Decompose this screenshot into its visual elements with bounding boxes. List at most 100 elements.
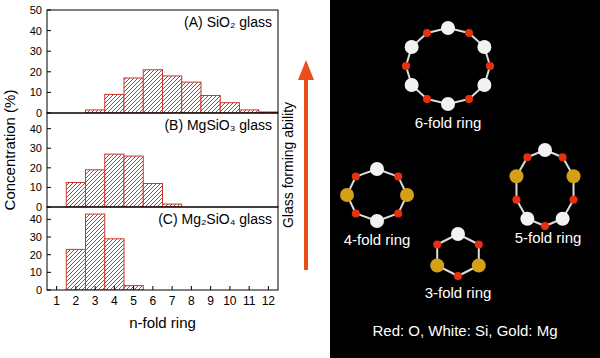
bars	[66, 214, 143, 290]
bar	[86, 214, 105, 290]
oxygen-atom	[402, 62, 410, 70]
ring-label: 4-fold ring	[344, 231, 411, 248]
x-tick-label: 9	[207, 294, 214, 308]
y-tick	[47, 272, 51, 273]
y-tick	[47, 187, 51, 188]
panel-title: (A) SiO₂ glass	[184, 14, 272, 30]
y-tick-label: 20	[30, 162, 42, 174]
y-tick	[47, 148, 51, 149]
oxygen-atom	[433, 241, 441, 249]
oxygen-atom	[394, 209, 402, 217]
y-tick-label: 10	[30, 266, 42, 278]
bar	[66, 249, 85, 290]
bar	[86, 170, 105, 207]
y-tick	[47, 254, 51, 255]
x-tick	[268, 286, 269, 290]
ring-label: 6-fold ring	[415, 114, 482, 131]
y-tick-label: 40	[30, 213, 42, 225]
ring-label: 5-fold ring	[515, 229, 582, 246]
x-tick-label: 12	[262, 294, 276, 308]
oxygen-atom	[570, 196, 578, 204]
x-tick	[56, 286, 57, 290]
x-tick-label: 8	[188, 294, 195, 308]
y-tick	[47, 51, 51, 52]
atom-key: Red: O, White: Si, Gold: Mg	[372, 322, 557, 339]
y-tick	[47, 30, 51, 31]
bars	[66, 154, 182, 207]
y-tick	[47, 237, 51, 238]
y-tick	[47, 219, 51, 220]
oxygen-atom	[394, 173, 402, 181]
x-tick	[75, 286, 76, 290]
bar	[143, 184, 162, 208]
x-tick-label: 4	[111, 294, 118, 308]
cation-atom	[370, 162, 384, 176]
x-tick	[152, 286, 153, 290]
bar	[66, 183, 85, 207]
x-tick-label: 5	[130, 294, 137, 308]
oxygen-atom	[352, 173, 360, 181]
plot-frame	[47, 207, 278, 290]
x-tick	[114, 286, 115, 290]
cation-atom	[405, 40, 419, 54]
bar	[201, 95, 220, 113]
bar	[105, 239, 124, 290]
y-tick	[47, 167, 51, 168]
diagram-panel	[330, 0, 600, 358]
plot-frame	[47, 10, 278, 113]
cation-atom	[472, 259, 486, 273]
figure: 01020304050(A) SiO₂ glass010203040(B) Mg…	[0, 0, 600, 358]
x-tick	[229, 286, 230, 290]
panel-title: (B) MgSiO₃ glass	[164, 117, 272, 133]
bar	[124, 156, 143, 207]
arrow-shaft	[304, 78, 308, 270]
x-tick-label: 10	[223, 294, 237, 308]
bars	[86, 70, 279, 113]
ring-label: 3-fold ring	[425, 284, 492, 301]
y-tick-label: 0	[36, 201, 42, 213]
y-axis-title: Concentration (%)	[1, 90, 18, 211]
x-tick	[172, 286, 173, 290]
cation-atom	[477, 78, 491, 92]
x-tick	[210, 286, 211, 290]
bar	[105, 154, 124, 207]
plot-frame	[47, 113, 278, 207]
oxygen-atom	[454, 272, 462, 280]
cation-atom	[567, 169, 581, 183]
x-tick-label: 3	[92, 294, 99, 308]
x-tick	[249, 286, 250, 290]
cation-atom	[441, 21, 455, 35]
y-tick-label: 0	[36, 284, 42, 296]
bar	[220, 103, 239, 113]
oxygen-atom	[465, 29, 473, 37]
oxygen-atom	[352, 209, 360, 217]
cation-atom	[340, 188, 354, 202]
y-tick-label: 40	[30, 25, 42, 37]
oxygen-atom	[423, 95, 431, 103]
cation-atom	[451, 227, 465, 241]
cation-atom	[520, 212, 534, 226]
ring	[340, 162, 414, 228]
y-tick-label: 20	[30, 249, 42, 261]
y-tick-label: 10	[30, 181, 42, 193]
x-axis-title: n-fold ring	[129, 314, 196, 331]
x-tick-label: 1	[53, 294, 60, 308]
x-tick	[133, 286, 134, 290]
arrow-head	[298, 60, 314, 80]
bar	[163, 76, 182, 113]
x-tick-label: 2	[73, 294, 80, 308]
bar	[124, 78, 143, 113]
x-tick-label: 11	[243, 294, 256, 308]
oxygen-atom	[465, 95, 473, 103]
cation-atom	[441, 97, 455, 111]
panel-title: (C) Mg₂SiO₄ glass	[158, 211, 272, 227]
y-tick	[47, 290, 51, 291]
x-tick	[95, 286, 96, 290]
cation-atom	[556, 212, 570, 226]
arrow-label: Glass forming ability	[280, 102, 296, 228]
ring	[402, 21, 494, 111]
y-tick	[47, 128, 51, 129]
bar	[124, 286, 143, 290]
cation-atom	[477, 40, 491, 54]
x-tick-label: 6	[150, 294, 157, 308]
